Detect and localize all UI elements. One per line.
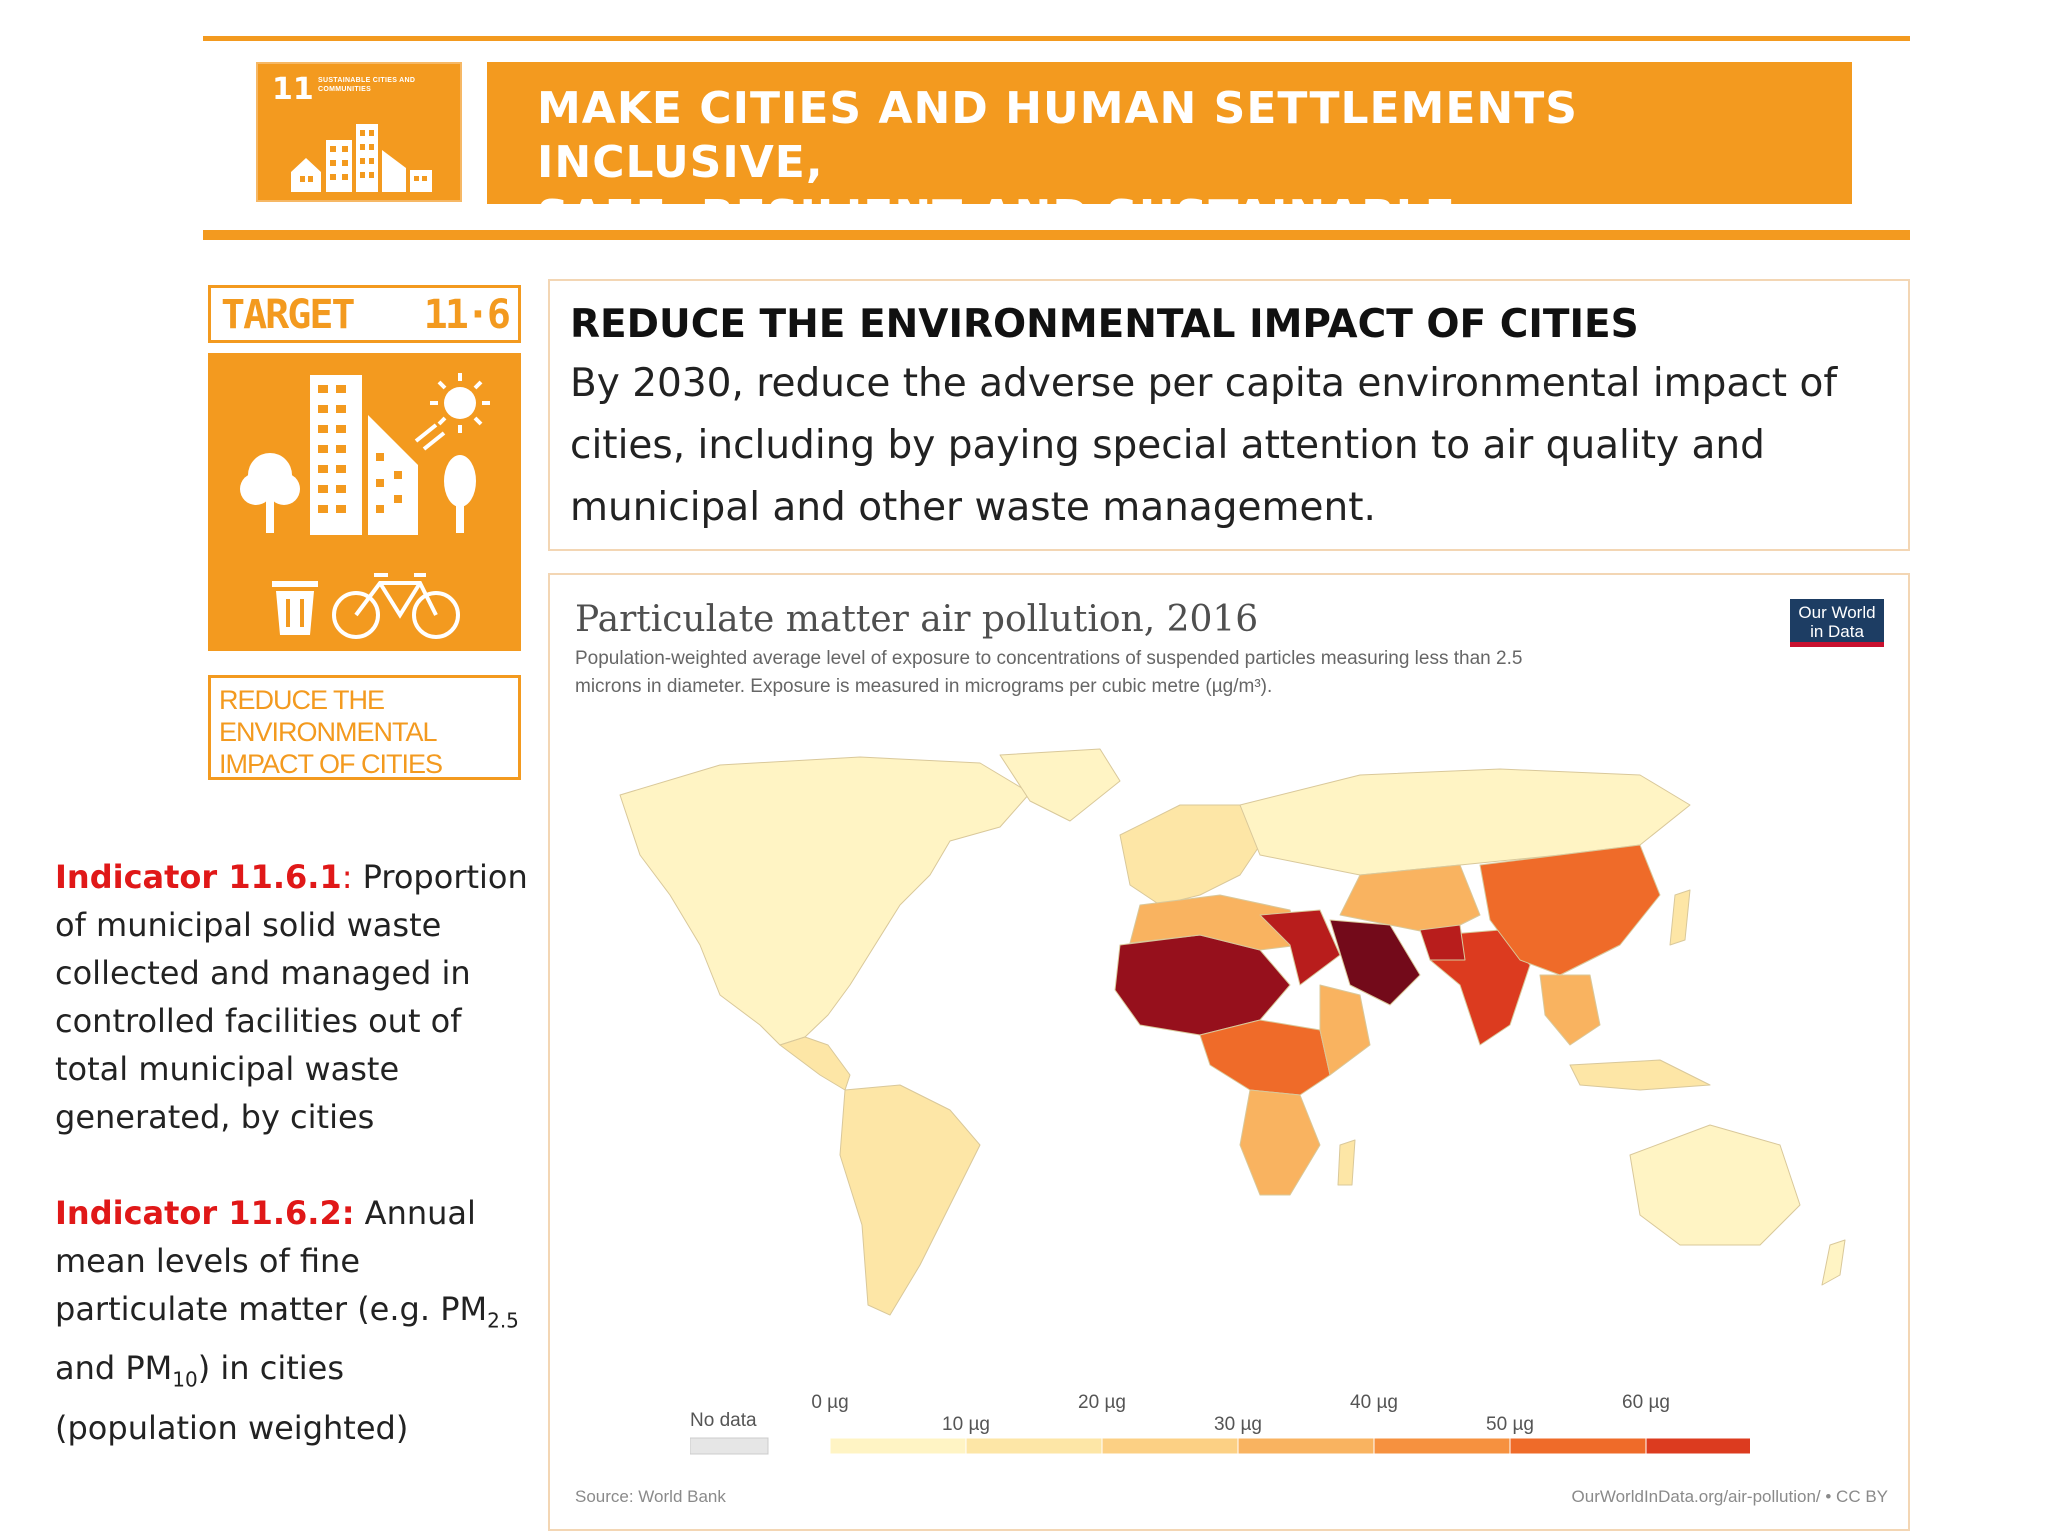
legend-tick-label: 50 µg [1486, 1414, 1534, 1435]
source-note: Source: World Bank [575, 1487, 726, 1506]
legend-bin [965, 1437, 1103, 1455]
goal-title: MAKE CITIES AND HUMAN SETTLEMENTS INCLUS… [537, 83, 1578, 242]
region-southern-africa [1239, 1089, 1321, 1196]
region-madagascar [1337, 1139, 1356, 1186]
owid-logo: Our World in Data [1790, 599, 1884, 647]
pm10-subscript: 10 [172, 1367, 198, 1392]
indicator-separator: : [341, 858, 353, 896]
map-title: Particulate matter air pollution, 2016 [575, 599, 1259, 640]
no-data-label: No data [690, 1410, 757, 1431]
target-heading: REDUCE THE ENVIRONMENTAL IMPACT OF CITIE… [570, 302, 1639, 347]
indicator-text: Annual mean levels of fine particulate m… [55, 1194, 488, 1328]
region-europe [1119, 804, 1261, 906]
indicator-label: Indicator 11.6.1 [55, 858, 342, 896]
target-illustration [208, 353, 521, 651]
region-egypt-libya [1259, 909, 1341, 986]
legend-tick-label: 60 µg [1622, 1392, 1670, 1413]
region-japan [1669, 889, 1691, 946]
bottom-rule [203, 230, 1910, 240]
indicator-text: ) in cities (population weighted) [55, 1349, 409, 1447]
target-card: TARGET 11·6 [208, 285, 521, 780]
legend-tick-label: 40 µg [1350, 1392, 1398, 1413]
goal-small-label: SUSTAINABLE CITIES AND COMMUNITIES [318, 77, 416, 93]
region-central-africa [1199, 1019, 1331, 1096]
top-rule [203, 36, 1910, 41]
world-map [619, 748, 1846, 1316]
indicator-11-6-1: Indicator 11.6.1: Proportion of municipa… [55, 853, 535, 1141]
region-central-america [779, 1036, 851, 1091]
map-subtitle: Population-weighted average level of exp… [575, 648, 1523, 697]
legend-tick-label: 30 µg [1214, 1414, 1262, 1435]
legend-bin [1509, 1437, 1647, 1455]
city-buildings-icon [291, 124, 432, 192]
region-east-africa [1319, 984, 1371, 1076]
pollution-map-card: Particulate matter air pollution, 2016 P… [548, 573, 1910, 1531]
target-word: TARGET [221, 292, 355, 338]
color-legend: No data 0 µg 10 µg 20 µg 30 µg 40 µg 50 µg 60 µ… [690, 1392, 1750, 1455]
sdg-goal-11-badge: 11 SUSTAINABLE CITIES AND COMMUNITIES [256, 62, 462, 202]
target-number: 11·6 [423, 292, 511, 338]
indicator-list: Indicator 11.6.1: Proportion of municipa… [55, 853, 535, 1500]
goal-number: 11 [272, 72, 314, 107]
legend-bin [829, 1437, 967, 1455]
target-short-description: REDUCE THE ENVIRONMENTAL IMPACT OF CITIE… [208, 675, 521, 780]
region-new-zealand [1821, 1239, 1846, 1286]
no-data-swatch [690, 1437, 769, 1455]
legend-tick-label: 20 µg [1078, 1392, 1126, 1413]
pm25-subscript: 2.5 [487, 1308, 519, 1333]
source-link[interactable]: OurWorldInData.org/air-pollution/ • CC B… [1571, 1487, 1888, 1506]
region-south-america [839, 1084, 981, 1316]
region-indonesia [1569, 1059, 1711, 1091]
legend-tick-label: 0 µg [811, 1392, 848, 1413]
region-china [1479, 844, 1661, 976]
legend-tick-label: 10 µg [942, 1414, 990, 1435]
region-pakistan [1419, 924, 1466, 961]
legend-bin [1645, 1437, 1750, 1455]
city-environment-icon [240, 373, 490, 639]
goal-title-banner: MAKE CITIES AND HUMAN SETTLEMENTS INCLUS… [487, 62, 1852, 242]
legend-bin [1237, 1437, 1375, 1455]
indicator-text: and PM [55, 1349, 173, 1388]
region-arabia [1329, 919, 1421, 1006]
region-north-africa [1129, 894, 1301, 951]
legend-bin [1373, 1437, 1511, 1455]
region-north-america [619, 756, 1031, 1046]
region-greenland [999, 748, 1121, 822]
legend-bin [1101, 1437, 1239, 1455]
target-body: By 2030, reduce the adverse per capita e… [570, 361, 1838, 530]
indicator-label: Indicator 11.6.2: [55, 1194, 355, 1232]
owid-logo-text: Our World in Data [1798, 603, 1876, 641]
region-southeast-asia [1539, 974, 1601, 1046]
target-header: TARGET 11·6 [208, 285, 521, 343]
indicator-11-6-2: Indicator 11.6.2: Annual mean levels of … [55, 1189, 535, 1452]
region-australia [1629, 1124, 1801, 1246]
indicator-text: Proportion of municipal solid waste coll… [55, 858, 528, 1136]
target-statement: REDUCE THE ENVIRONMENTAL IMPACT OF CITIE… [548, 279, 1910, 551]
